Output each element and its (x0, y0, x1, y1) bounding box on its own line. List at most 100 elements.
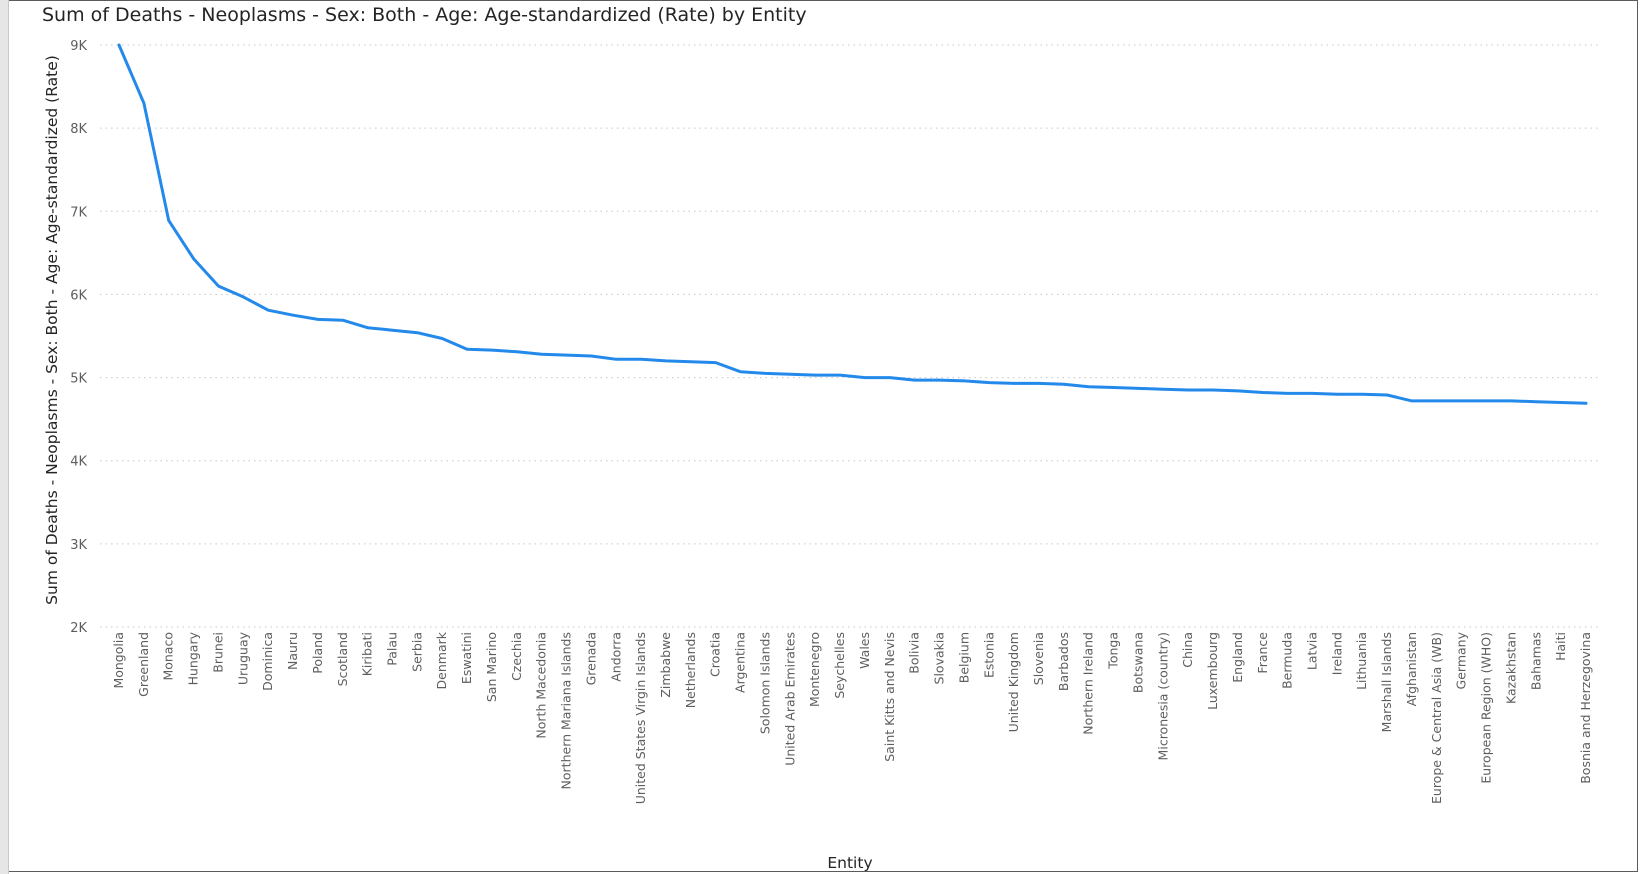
x-tick-label: Montenegro (807, 632, 822, 707)
data-point[interactable] (1183, 385, 1193, 395)
data-point[interactable] (885, 373, 895, 383)
data-point[interactable] (835, 370, 845, 380)
data-point[interactable] (388, 325, 398, 335)
x-tick-label: Haiti (1553, 632, 1568, 661)
data-point[interactable] (288, 310, 298, 320)
data-point[interactable] (935, 375, 945, 385)
x-tick-label: Germany (1454, 631, 1469, 689)
x-tick-label: Hungary (186, 631, 201, 685)
x-tick-label: Bermuda (1280, 632, 1295, 689)
data-point[interactable] (1332, 389, 1342, 399)
x-tick-label: Czechia (509, 632, 524, 681)
y-tick-label: 7K (70, 205, 87, 220)
data-point[interactable] (487, 345, 497, 355)
series-line[interactable] (117, 43, 1588, 405)
data-point[interactable] (1457, 396, 1467, 406)
x-tick-label: Eswatini (459, 632, 474, 684)
data-point[interactable] (1059, 379, 1069, 389)
data-point[interactable] (412, 328, 422, 338)
data-point[interactable] (263, 305, 273, 315)
x-tick-label: Marshall Islands (1379, 632, 1394, 732)
data-point[interactable] (810, 370, 820, 380)
data-point[interactable] (1506, 396, 1516, 406)
data-point[interactable] (636, 354, 646, 364)
data-point[interactable] (363, 323, 373, 333)
x-tick-label: Barbados (1056, 632, 1071, 691)
data-point[interactable] (860, 373, 870, 383)
x-tick-label: Andorra (608, 632, 623, 682)
data-point[interactable] (338, 315, 348, 325)
data-point[interactable] (910, 375, 920, 385)
series-line-layer[interactable] (114, 40, 1591, 408)
data-point[interactable] (1581, 398, 1591, 408)
x-tick-label: Netherlands (683, 632, 698, 708)
data-point[interactable] (736, 367, 746, 377)
x-tick-label: United Kingdom (1006, 632, 1021, 732)
x-tick-label: Northern Mariana Islands (559, 632, 574, 789)
x-tick-label: North Macedonia (534, 632, 549, 739)
data-point[interactable] (164, 215, 174, 225)
data-point[interactable] (462, 344, 472, 354)
x-tick-label: England (1230, 632, 1245, 683)
data-point[interactable] (661, 356, 671, 366)
x-tick-label: Botswana (1130, 632, 1145, 693)
y-axis-ticks: 2K 3K 4K 5K 6K 7K 8K 9K (70, 39, 87, 636)
data-point[interactable] (1482, 396, 1492, 406)
x-tick-label: Bahamas (1528, 632, 1543, 690)
data-point[interactable] (1133, 383, 1143, 393)
data-point[interactable] (760, 368, 770, 378)
data-point[interactable] (1233, 386, 1243, 396)
x-axis-title: Entity (827, 854, 872, 872)
data-point[interactable] (586, 351, 596, 361)
data-point[interactable] (139, 98, 149, 108)
data-point[interactable] (1556, 398, 1566, 408)
data-point[interactable] (611, 354, 621, 364)
x-tick-label: Nauru (285, 632, 300, 670)
data-point[interactable] (1382, 390, 1392, 400)
data-point[interactable] (686, 357, 696, 367)
data-point[interactable] (1034, 378, 1044, 388)
x-tick-label: Micronesia (country) (1155, 632, 1170, 760)
data-point[interactable] (1531, 397, 1541, 407)
x-tick-label: Northern Ireland (1081, 632, 1096, 735)
y-tick-label: 8K (70, 122, 87, 137)
data-point[interactable] (238, 292, 248, 302)
x-tick-label: European Region (WHO) (1479, 632, 1494, 784)
data-point[interactable] (213, 281, 223, 291)
data-point[interactable] (512, 347, 522, 357)
x-tick-label: Belgium (956, 632, 971, 683)
data-point[interactable] (1258, 388, 1268, 398)
x-tick-label: Lithuania (1354, 632, 1369, 690)
data-point[interactable] (711, 358, 721, 368)
data-point[interactable] (562, 350, 572, 360)
data-point[interactable] (537, 349, 547, 359)
x-tick-label: Uruguay (235, 631, 250, 685)
x-tick-label: San Marino (484, 632, 499, 702)
data-point[interactable] (785, 369, 795, 379)
data-point[interactable] (984, 378, 994, 388)
data-point[interactable] (1208, 385, 1218, 395)
x-tick-label: Greenland (136, 632, 151, 697)
x-tick-label: Slovenia (1031, 632, 1046, 685)
data-point[interactable] (189, 254, 199, 264)
x-tick-label: United States Virgin Islands (633, 632, 648, 804)
data-point[interactable] (313, 314, 323, 324)
data-point[interactable] (1407, 396, 1417, 406)
x-tick-label: Bolivia (907, 632, 922, 674)
data-point[interactable] (114, 40, 124, 50)
data-point[interactable] (1357, 389, 1367, 399)
data-point[interactable] (1009, 378, 1019, 388)
x-tick-label: United Arab Emirates (782, 632, 797, 766)
x-tick-label: Denmark (434, 631, 449, 689)
x-tick-label: Brunei (210, 632, 225, 673)
data-point[interactable] (1084, 382, 1094, 392)
y-axis-title: Sum of Deaths - Neoplasms - Sex: Both - … (43, 55, 61, 605)
data-point[interactable] (1109, 383, 1119, 393)
data-point[interactable] (1307, 388, 1317, 398)
data-point[interactable] (437, 333, 447, 343)
data-point[interactable] (1432, 396, 1442, 406)
data-point[interactable] (1158, 384, 1168, 394)
data-point[interactable] (1283, 388, 1293, 398)
data-point[interactable] (959, 376, 969, 386)
